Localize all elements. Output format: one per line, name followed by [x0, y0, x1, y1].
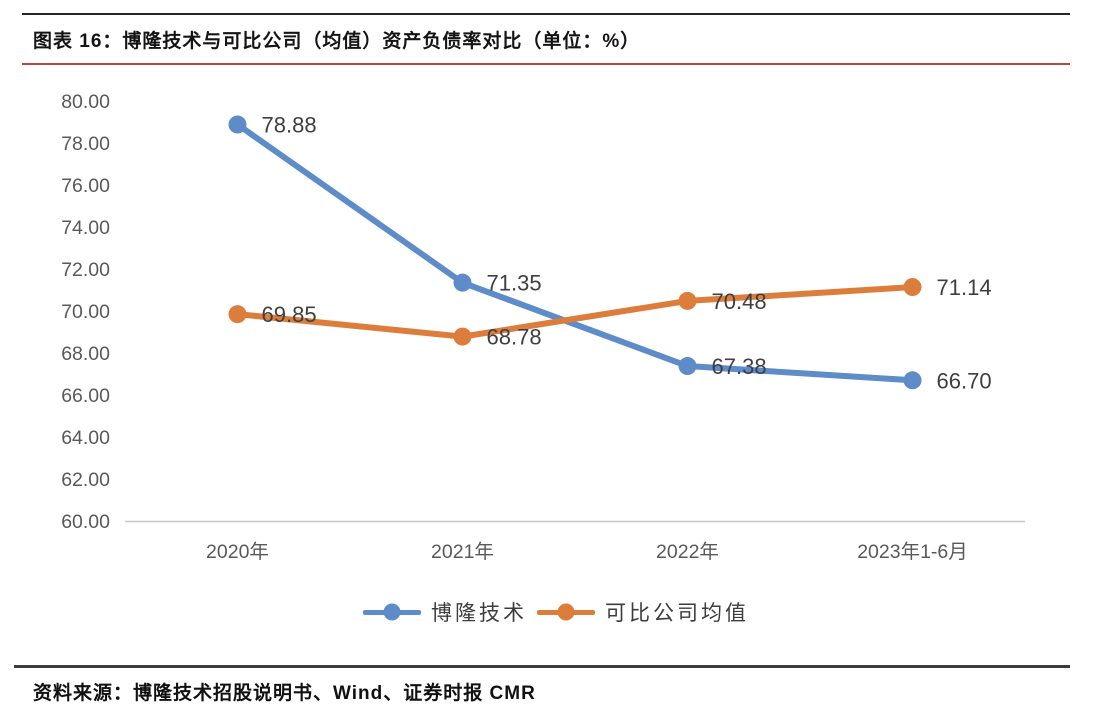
- data-label: 71.35: [487, 271, 542, 296]
- series-line: [234, 284, 916, 340]
- y-tick-label: 72.00: [61, 259, 110, 281]
- y-tick-label: 68.00: [61, 343, 110, 365]
- data-label: 71.14: [937, 275, 992, 300]
- data-point: [453, 327, 472, 346]
- figure-title: 图表 16：博隆技术与可比公司（均值）资产负债率对比（单位：%）: [33, 31, 641, 52]
- line-chart: 80.00 78.00 76.00 74.00 72.00 70.00 68.00 66.00…: [61, 91, 1025, 563]
- legend-line-dot-marker-orange: [537, 603, 595, 621]
- data-point: [678, 291, 697, 310]
- y-tick-label: 80.00: [61, 91, 110, 113]
- legend-label-comparable-avg: 可比公司均值: [605, 602, 749, 625]
- y-tick-label: 76.00: [61, 175, 110, 197]
- data-label: 66.70: [937, 368, 992, 393]
- data-label: 78.88: [262, 113, 317, 138]
- data-point: [228, 115, 247, 134]
- x-axis-label: 2022年: [656, 541, 719, 563]
- data-point: [453, 273, 472, 292]
- y-tick-label: 60.00: [61, 511, 110, 533]
- x-axis-label: 2021年: [431, 541, 494, 563]
- y-tick-label: 70.00: [61, 301, 110, 323]
- data-label: 67.38: [712, 354, 767, 379]
- data-point: [228, 305, 247, 324]
- y-tick-label: 62.00: [61, 469, 110, 491]
- legend-dot-icon: [383, 603, 401, 621]
- data-label: 70.48: [712, 289, 767, 314]
- data-source-text: 资料来源：博隆技术招股说明书、Wind、证券时报 CMR: [33, 683, 536, 704]
- legend-item-comparable-avg: 可比公司均值: [537, 597, 749, 627]
- y-tick-label: 64.00: [61, 427, 110, 449]
- legend-label-bolong: 博隆技术: [431, 602, 527, 625]
- legend-line-dot-marker-blue: [363, 603, 421, 621]
- data-point: [903, 278, 922, 297]
- x-axis-label: 2020年: [206, 541, 269, 563]
- data-label: 69.85: [262, 302, 317, 327]
- data-point: [903, 371, 922, 390]
- y-tick-label: 78.00: [61, 133, 110, 155]
- legend-dot-icon: [557, 603, 575, 621]
- top-divider-rule: [22, 13, 1070, 15]
- series-line: [234, 121, 916, 384]
- y-tick-label: 74.00: [61, 217, 110, 239]
- footer-divider-rule: [14, 665, 1070, 668]
- y-tick-label: 66.00: [61, 385, 110, 407]
- title-underline-red-rule: [22, 63, 1070, 65]
- data-point: [678, 357, 697, 376]
- data-label: 68.78: [487, 325, 542, 350]
- x-axis-label: 2023年1-6月: [857, 541, 968, 563]
- chart-legend: 博隆技术 可比公司均值: [0, 597, 1112, 627]
- legend-item-bolong: 博隆技术: [363, 597, 527, 627]
